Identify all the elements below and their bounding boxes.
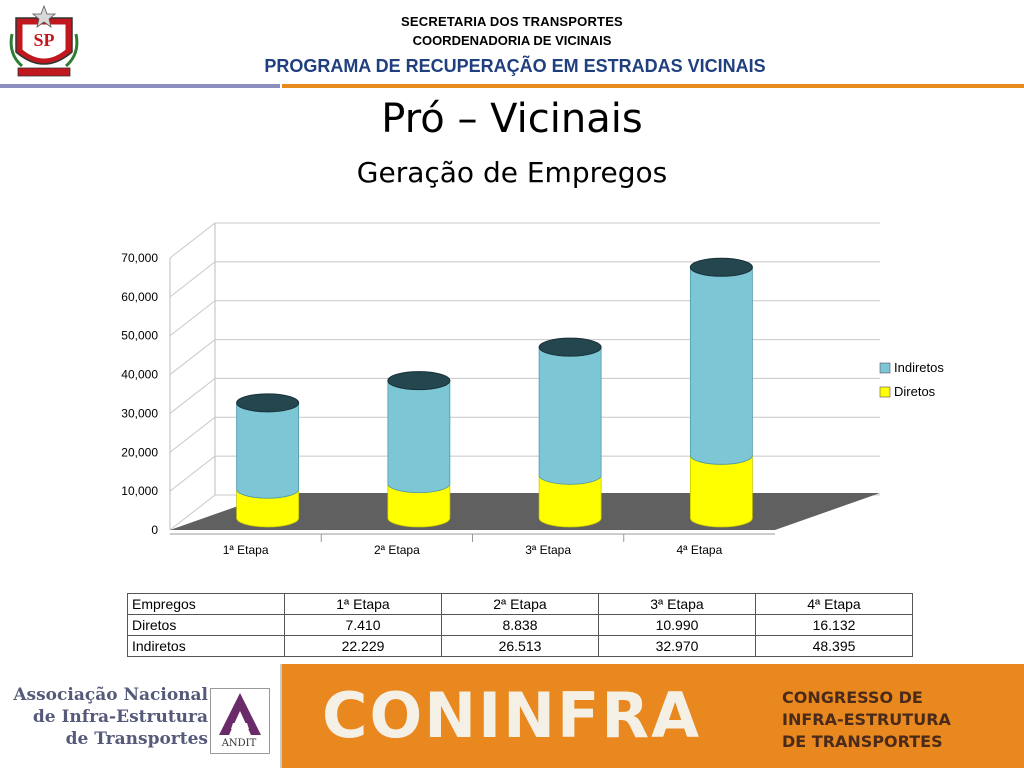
table-cell: Indiretos bbox=[127, 635, 285, 657]
y-tick-label: 40,000 bbox=[121, 368, 158, 382]
table-cell: Diretos bbox=[127, 614, 285, 636]
table-row: Indiretos 22.229 26.513 32.970 48.395 bbox=[127, 635, 913, 657]
table-header-cell: 1ª Etapa bbox=[284, 593, 442, 615]
coninfra-logo-text: CONINFRA bbox=[322, 679, 702, 752]
association-line: de Transportes bbox=[65, 729, 208, 749]
table-cell: 32.970 bbox=[598, 635, 756, 657]
table-cell: 10.990 bbox=[598, 614, 756, 636]
x-tick-label: 4ª Etapa bbox=[676, 543, 722, 557]
table-cell: 48.395 bbox=[755, 635, 913, 657]
y-tick-label: 70,000 bbox=[121, 251, 158, 265]
association-line: de Infra-Estrutura bbox=[32, 707, 208, 727]
table-header-cell: 2ª Etapa bbox=[441, 593, 599, 615]
y-tick-label: 20,000 bbox=[121, 445, 158, 459]
andit-label: ANDIT bbox=[221, 738, 257, 749]
congress-line: DE TRANSPORTES bbox=[782, 732, 943, 751]
footer-right-panel bbox=[282, 664, 1024, 768]
table-cell: 26.513 bbox=[441, 635, 599, 657]
andit-logo bbox=[210, 688, 270, 754]
bar-indiretos bbox=[538, 346, 602, 485]
congress-line: CONGRESSO DE bbox=[782, 688, 923, 707]
bar-indiretos bbox=[387, 380, 451, 494]
table-cell: 8.838 bbox=[441, 614, 599, 636]
chart-gridlines bbox=[169, 222, 880, 531]
gridline bbox=[169, 261, 880, 298]
slide-subtitle: Geração de Empregos bbox=[356, 156, 668, 189]
header-secretaria: SECRETARIA DOS TRANSPORTES bbox=[401, 14, 623, 29]
table-header-cell: 3ª Etapa bbox=[598, 593, 756, 615]
y-axis-ticks: 0 10,000 20,000 30,000 40,000 50,000 60,000 70,… bbox=[121, 251, 158, 537]
x-axis-ticks: 1ª Etapa 2ª Etapa 3ª Etapa 4ª Etapa bbox=[223, 534, 723, 557]
bar-indiretos bbox=[236, 402, 300, 499]
employment-chart: 0 10,000 20,000 30,000 40,000 50,000 60,000 70,… bbox=[121, 222, 944, 557]
table-cell: 16.132 bbox=[755, 614, 913, 636]
table-cell: 22.229 bbox=[284, 635, 442, 657]
legend-swatch bbox=[879, 362, 891, 374]
bar-top-cap bbox=[387, 371, 451, 391]
gridline bbox=[169, 300, 880, 337]
bar-diretos bbox=[689, 455, 753, 528]
chart-legend: Indiretos Diretos bbox=[879, 360, 944, 399]
association-name: Associação Nacional de Infra-Estrutura d… bbox=[8, 684, 208, 750]
header-divider-right bbox=[282, 84, 1024, 88]
legend-swatch bbox=[879, 386, 891, 398]
association-line: Associação Nacional bbox=[13, 685, 208, 705]
bar-top-cap bbox=[236, 393, 300, 413]
gridline bbox=[169, 222, 880, 259]
y-tick-label: 30,000 bbox=[121, 406, 158, 420]
table-header-row: Empregos 1ª Etapa 2ª Etapa 3ª Etapa 4ª E… bbox=[127, 593, 913, 615]
bar-indiretos bbox=[689, 266, 753, 465]
y-tick-label: 50,000 bbox=[121, 329, 158, 343]
header-program-title: PROGRAMA DE RECUPERAÇÃO EM ESTRADAS VICI… bbox=[264, 56, 766, 76]
header-divider-left bbox=[0, 84, 280, 88]
congress-line: INFRA-ESTRUTURA bbox=[782, 710, 951, 729]
gridline bbox=[169, 455, 880, 492]
x-tick-label: 3ª Etapa bbox=[525, 543, 571, 557]
table-row: Diretos 7.410 8.838 10.990 16.132 bbox=[127, 614, 913, 636]
slide-title: Pró – Vicinais bbox=[381, 96, 643, 142]
legend-label: Diretos bbox=[894, 384, 936, 399]
y-tick-label: 10,000 bbox=[121, 484, 158, 498]
y-tick-label: 60,000 bbox=[121, 290, 158, 304]
bar-top-cap bbox=[689, 257, 753, 277]
x-tick-label: 2ª Etapa bbox=[374, 543, 420, 557]
table-header-cell: 4ª Etapa bbox=[755, 593, 913, 615]
gridline bbox=[169, 416, 880, 453]
footer-divider bbox=[280, 664, 282, 768]
header-coordenadoria: COORDENADORIA DE VICINAIS bbox=[412, 33, 612, 48]
y-tick-label: 0 bbox=[151, 523, 158, 537]
employment-table: Empregos 1ª Etapa 2ª Etapa 3ª Etapa 4ª E… bbox=[127, 593, 913, 657]
table-cell: 7.410 bbox=[284, 614, 442, 636]
sp-coat-of-arms-logo: SP bbox=[8, 4, 80, 80]
chart-bars bbox=[236, 257, 753, 528]
logo-lettering: SP bbox=[33, 30, 54, 50]
gridline bbox=[169, 339, 880, 375]
table-header-cell: Empregos bbox=[127, 593, 285, 615]
gridline bbox=[169, 377, 880, 414]
bar-top-cap bbox=[538, 337, 602, 357]
x-tick-label: 1ª Etapa bbox=[223, 543, 269, 557]
legend-label: Indiretos bbox=[894, 360, 944, 375]
